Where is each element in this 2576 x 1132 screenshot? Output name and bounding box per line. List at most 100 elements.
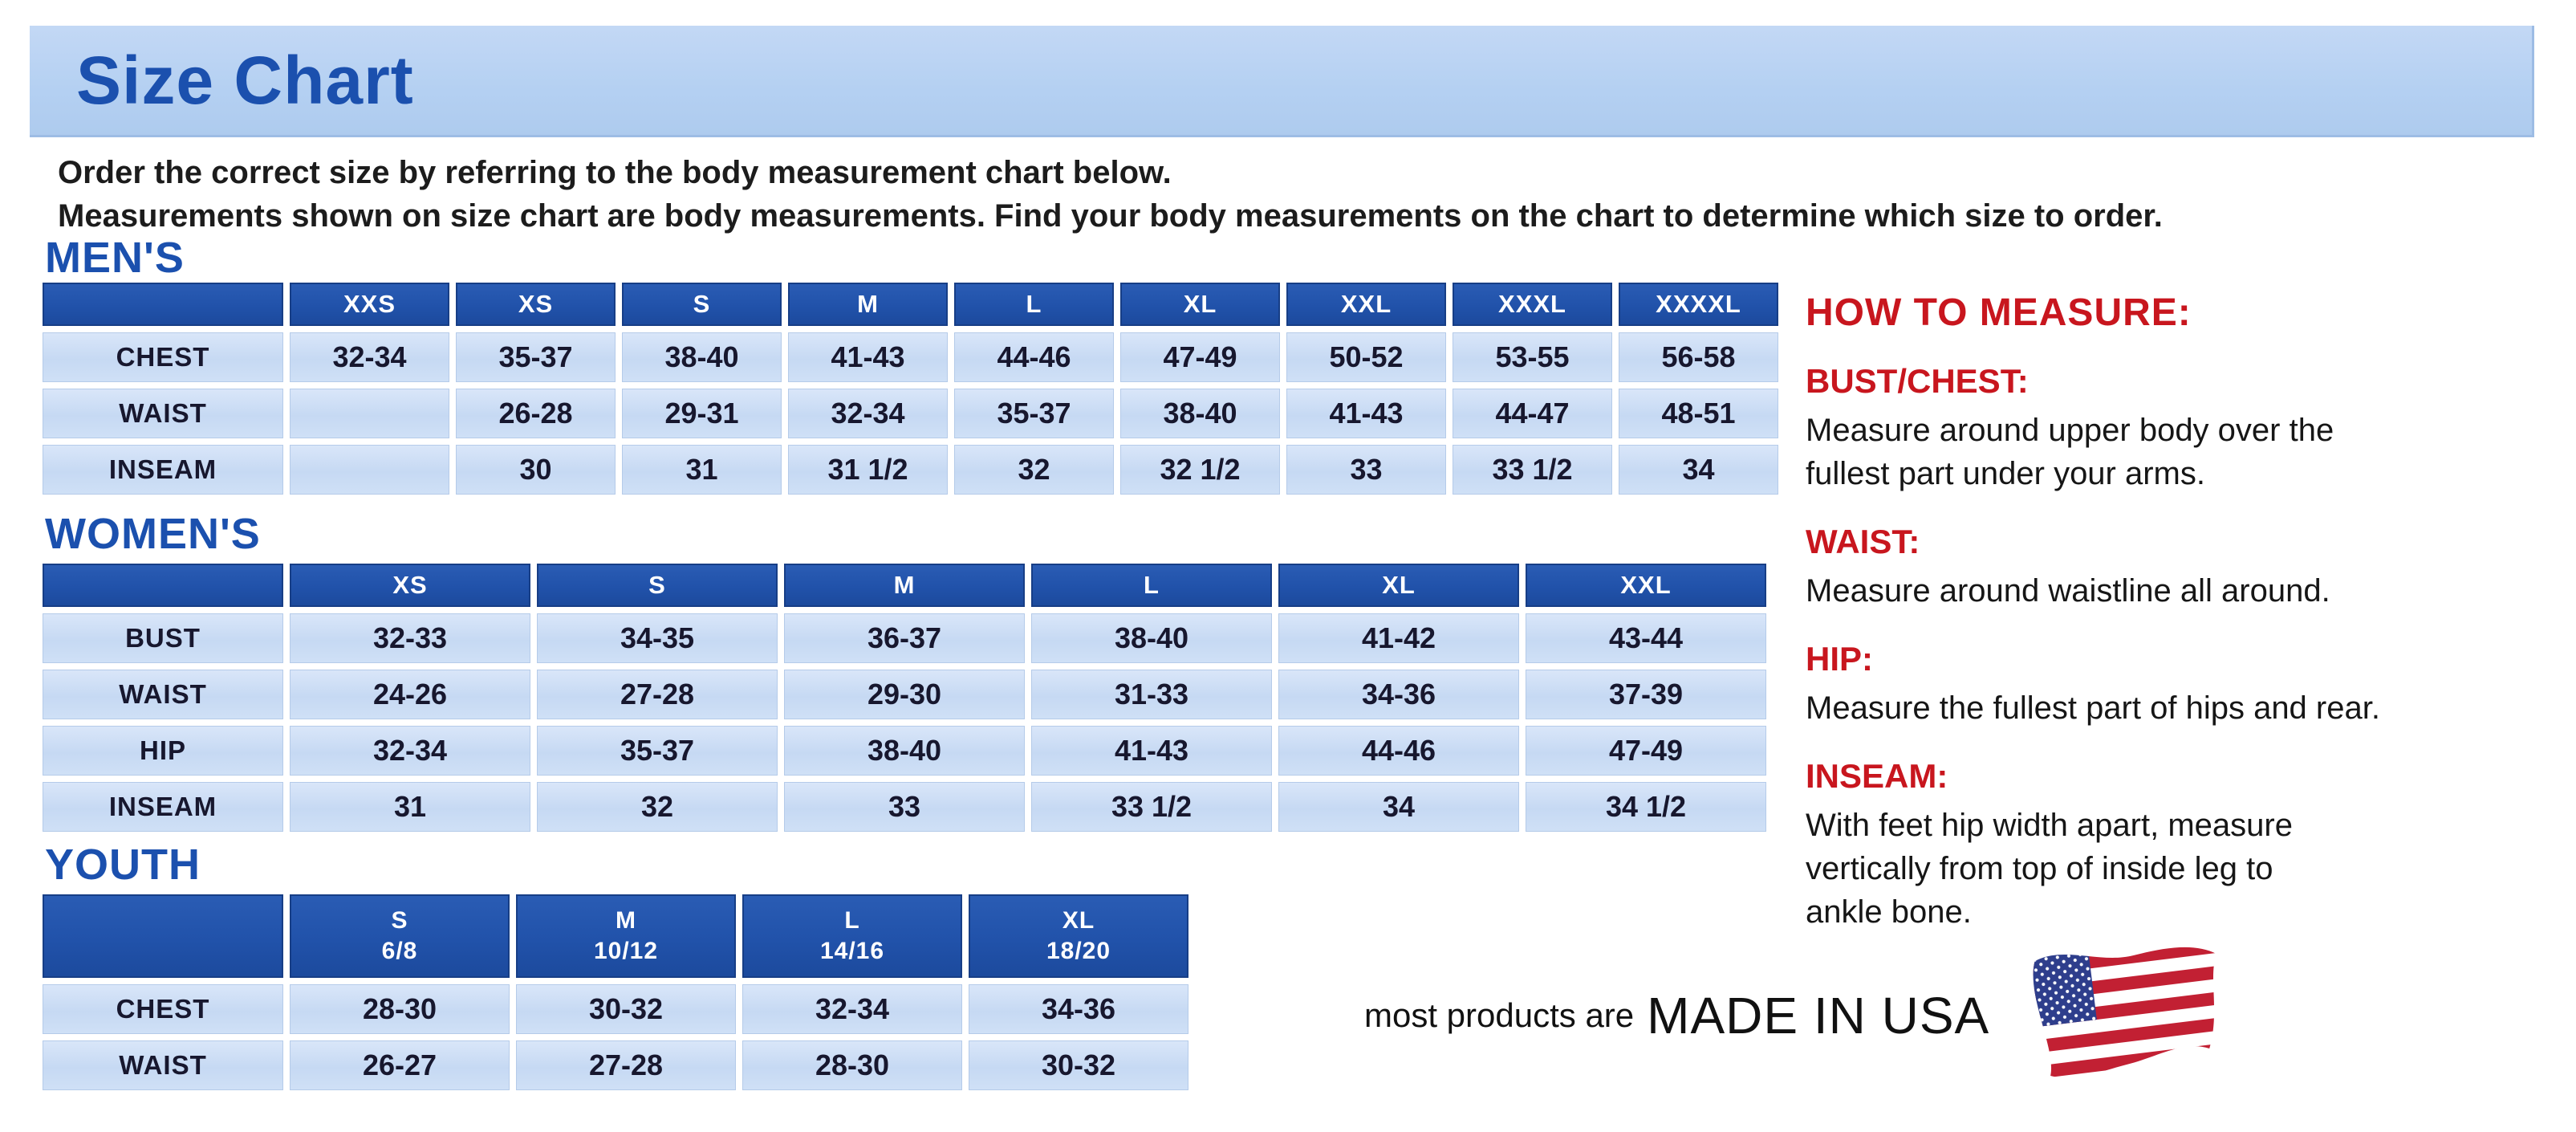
cell-chest-l: 32-34 xyxy=(742,984,962,1034)
row-label-chest: CHEST xyxy=(43,332,283,382)
column-header-m: M xyxy=(788,283,948,326)
table-row-hip: HIP 32-34 35-37 38-40 41-43 44-46 47-49 xyxy=(43,726,1766,776)
cell-inseam-xs: 30 xyxy=(456,445,616,495)
cell-inseam-xl: 32 1/2 xyxy=(1120,445,1280,495)
measure-text-inseam: With feet hip width apart, measure verti… xyxy=(1806,808,2293,930)
cell-inseam-m: 33 xyxy=(784,782,1025,832)
cell-waist-l: 31-33 xyxy=(1031,670,1272,719)
column-header-xxs: XXS xyxy=(290,283,449,326)
cell-waist-s: 27-28 xyxy=(537,670,778,719)
cell-waist-xl: 38-40 xyxy=(1120,389,1280,438)
cell-inseam-xxxxl: 34 xyxy=(1619,445,1778,495)
column-header-l: L xyxy=(1031,564,1272,607)
column-header-l: L 14/16 xyxy=(742,894,962,978)
measure-label-bust-chest: BUST/CHEST: xyxy=(1806,362,2029,400)
row-label-waist: WAIST xyxy=(43,670,283,719)
column-header-s: S 6/8 xyxy=(290,894,510,978)
cell-inseam-l: 32 xyxy=(954,445,1114,495)
cell-chest-m: 41-43 xyxy=(788,332,948,382)
cell-bust-s: 34-35 xyxy=(537,613,778,663)
column-header-l: L xyxy=(954,283,1114,326)
row-label-waist: WAIST xyxy=(43,389,283,438)
cell-waist-m: 27-28 xyxy=(516,1040,736,1090)
made-in-usa-footer: most products are MADE IN USA xyxy=(1364,931,2488,1100)
cell-chest-xxxl: 53-55 xyxy=(1453,332,1612,382)
cell-inseam-xl: 34 xyxy=(1278,782,1519,832)
cell-hip-xl: 44-46 xyxy=(1278,726,1519,776)
womens-size-table: XS S M L XL XXL BUST 32-33 34-35 36-37 38-40 41-42 4… xyxy=(36,557,1773,838)
table-row-waist: WAIST 26-27 27-28 28-30 30-32 xyxy=(43,1040,1188,1090)
row-label-inseam: INSEAM xyxy=(43,445,283,495)
cell-bust-xxl: 43-44 xyxy=(1526,613,1766,663)
column-header-xl: XL 18/20 xyxy=(969,894,1188,978)
column-header-s: S xyxy=(622,283,782,326)
column-header-xs: XS xyxy=(456,283,616,326)
cell-waist-l: 35-37 xyxy=(954,389,1114,438)
cell-inseam-l: 33 1/2 xyxy=(1031,782,1272,832)
cell-waist-xs: 26-28 xyxy=(456,389,616,438)
table-row-chest: CHEST 32-34 35-37 38-40 41-43 44-46 47-49 50-52… xyxy=(43,332,1778,382)
row-label-inseam: INSEAM xyxy=(43,782,283,832)
cell-bust-l: 38-40 xyxy=(1031,613,1272,663)
corner-header-cell xyxy=(43,564,283,607)
measure-label-inseam: INSEAM: xyxy=(1806,757,1948,795)
column-header-xxl: XXL xyxy=(1526,564,1766,607)
cell-waist-xxxl: 44-47 xyxy=(1453,389,1612,438)
measure-label-hip: HIP: xyxy=(1806,640,1873,678)
cell-chest-xl: 47-49 xyxy=(1120,332,1280,382)
cell-inseam-xs: 31 xyxy=(290,782,530,832)
cell-chest-s: 38-40 xyxy=(622,332,782,382)
column-header-xl: XL xyxy=(1120,283,1280,326)
cell-waist-xl: 30-32 xyxy=(969,1040,1188,1090)
intro-line-2: Measurements shown on size chart are bod… xyxy=(58,198,2163,234)
youth-section-heading: YOUTH xyxy=(45,841,201,889)
cell-waist-s: 26-27 xyxy=(290,1040,510,1090)
table-row-waist: WAIST 24-26 27-28 29-30 31-33 34-36 37-39 xyxy=(43,670,1766,719)
cell-waist-xs: 24-26 xyxy=(290,670,530,719)
cell-waist-s: 29-31 xyxy=(622,389,782,438)
cell-hip-m: 38-40 xyxy=(784,726,1025,776)
column-header-xs: XS xyxy=(290,564,530,607)
table-row-inseam: INSEAM 30 31 31 1/2 32 32 1/2 33 33 1/2 34 xyxy=(43,445,1778,495)
cell-chest-s: 28-30 xyxy=(290,984,510,1034)
cell-chest-xxxxl: 56-58 xyxy=(1619,332,1778,382)
cell-inseam-xxl: 33 xyxy=(1286,445,1446,495)
column-header-m: M 10/12 xyxy=(516,894,736,978)
footer-prefix-text: most products are xyxy=(1364,996,1635,1034)
us-flag-icon xyxy=(2033,947,2217,1078)
cell-bust-m: 36-37 xyxy=(784,613,1025,663)
intro-line-1: Order the correct size by referring to t… xyxy=(58,155,1172,190)
cell-waist-l: 28-30 xyxy=(742,1040,962,1090)
title-banner: Size Chart xyxy=(30,26,2534,137)
cell-waist-m: 29-30 xyxy=(784,670,1025,719)
cell-waist-xxxxl: 48-51 xyxy=(1619,389,1778,438)
cell-hip-s: 35-37 xyxy=(537,726,778,776)
measure-text-hip: Measure the fullest part of hips and rea… xyxy=(1806,690,2380,726)
cell-waist-m: 32-34 xyxy=(788,389,948,438)
column-header-xxxl: XXXL xyxy=(1453,283,1612,326)
womens-section-heading: WOMEN'S xyxy=(45,510,261,558)
table-row-inseam: INSEAM 31 32 33 33 1/2 34 34 1/2 xyxy=(43,782,1766,832)
cell-chest-xl: 34-36 xyxy=(969,984,1188,1034)
column-header-xl: XL xyxy=(1278,564,1519,607)
row-label-chest: CHEST xyxy=(43,984,283,1034)
row-label-bust: BUST xyxy=(43,613,283,663)
cell-bust-xl: 41-42 xyxy=(1278,613,1519,663)
cell-chest-xs: 35-37 xyxy=(456,332,616,382)
cell-inseam-m: 31 1/2 xyxy=(788,445,948,495)
column-header-m: M xyxy=(784,564,1025,607)
row-label-hip: HIP xyxy=(43,726,283,776)
how-to-measure-section: HOW TO MEASURE: BUST/CHEST: Measure aroun… xyxy=(1806,291,2560,934)
how-to-measure-heading: HOW TO MEASURE: xyxy=(1806,291,2192,334)
corner-header-cell xyxy=(43,894,283,978)
cell-inseam-xxxl: 33 1/2 xyxy=(1453,445,1612,495)
row-label-waist: WAIST xyxy=(43,1040,283,1090)
youth-size-table: S 6/8 M 10/12 L 14/16 XL 18/20 CHEST 28-30 30-32 32… xyxy=(36,888,1195,1097)
column-header-xxxxl: XXXXL xyxy=(1619,283,1778,326)
cell-hip-l: 41-43 xyxy=(1031,726,1272,776)
cell-hip-xxl: 47-49 xyxy=(1526,726,1766,776)
table-row-chest: CHEST 28-30 30-32 32-34 34-36 xyxy=(43,984,1188,1034)
cell-inseam-s: 32 xyxy=(537,782,778,832)
cell-inseam-s: 31 xyxy=(622,445,782,495)
how-to-measure-items: BUST/CHEST: Measure around upper body ove… xyxy=(1806,362,2560,934)
